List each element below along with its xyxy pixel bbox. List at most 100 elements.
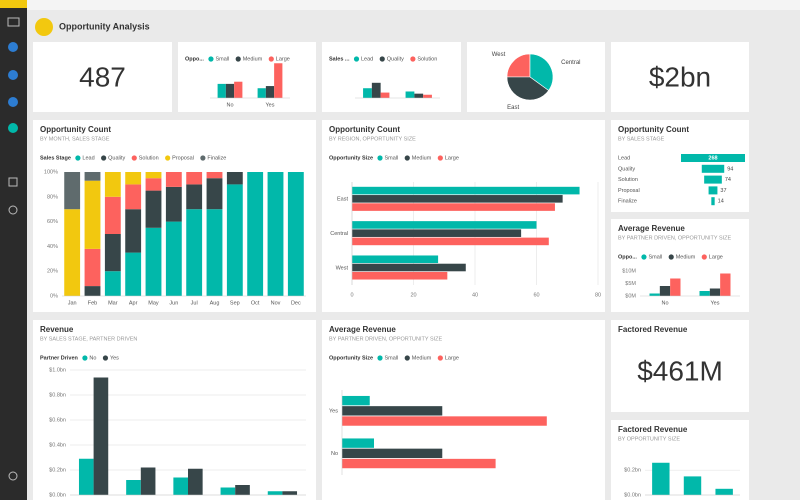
funnel-bar xyxy=(708,186,718,195)
bar-segment xyxy=(84,286,101,296)
tile[interactable] xyxy=(33,320,316,500)
bar xyxy=(352,263,466,272)
bar xyxy=(235,485,250,495)
y-tick-label: $0.4bn xyxy=(49,442,66,448)
nav-icon[interactable] xyxy=(8,205,18,215)
nav-workspace[interactable] xyxy=(8,70,18,80)
bar xyxy=(352,195,563,203)
nav-user[interactable] xyxy=(8,471,18,481)
bar-segment xyxy=(206,209,223,296)
sidebar xyxy=(0,0,27,500)
tile-title: Average Revenue xyxy=(329,325,396,334)
y-tick-label: $0.2bn xyxy=(49,467,66,473)
tile[interactable] xyxy=(611,320,749,412)
legend-label[interactable]: Small xyxy=(385,155,399,161)
bar-segment xyxy=(287,172,304,296)
tile[interactable] xyxy=(178,42,316,112)
tile[interactable] xyxy=(611,42,749,112)
bar xyxy=(670,278,681,296)
bar-segment xyxy=(206,178,223,210)
y-tick-label: West xyxy=(336,265,349,271)
legend-swatch xyxy=(377,155,383,161)
legend-swatch xyxy=(404,155,410,161)
nav-workspace[interactable] xyxy=(8,123,18,133)
bar-segment xyxy=(145,227,162,296)
y-tick-label: 80% xyxy=(47,194,58,200)
tile[interactable] xyxy=(611,420,749,500)
legend-label[interactable]: Finalize xyxy=(207,155,226,161)
legend-swatch xyxy=(101,155,107,161)
bar xyxy=(234,81,243,98)
legend-label[interactable]: Large xyxy=(709,254,723,260)
tile[interactable] xyxy=(611,120,749,212)
bar-segment xyxy=(247,172,264,296)
bar-segment xyxy=(186,184,203,210)
bar-segment xyxy=(145,178,162,191)
legend-label[interactable]: Solution xyxy=(139,155,159,161)
nav-icon[interactable] xyxy=(8,177,18,187)
bar xyxy=(173,477,188,495)
legend-label[interactable]: Quality xyxy=(108,155,125,161)
legend-swatch xyxy=(353,56,360,62)
bar-segment xyxy=(186,172,203,185)
legend-swatch xyxy=(200,155,206,161)
bar-segment xyxy=(64,172,81,210)
legend-label[interactable]: Large xyxy=(445,155,459,161)
legend-label[interactable]: Medium xyxy=(412,355,432,361)
legend-label[interactable]: Proposal xyxy=(172,155,194,161)
pie-slice xyxy=(506,76,550,101)
tile[interactable] xyxy=(33,42,172,112)
legend-label[interactable]: Large xyxy=(445,355,459,361)
top-bar xyxy=(0,0,800,10)
y-tick-label: $0.6bn xyxy=(49,417,66,423)
legend-label[interactable]: Medium xyxy=(676,254,696,260)
y-tick-label: Central xyxy=(330,231,348,237)
x-tick-label: 40 xyxy=(472,292,478,298)
tile-subtitle: BY REGION, OPPORTUNITY SIZE xyxy=(329,136,416,142)
legend-title: Opportunity Size xyxy=(329,355,373,361)
funnel-bar xyxy=(701,164,725,173)
tile-title: Factored Revenue xyxy=(618,325,688,334)
nav-workspace[interactable] xyxy=(8,97,18,107)
legend-label[interactable]: Lead xyxy=(361,56,373,62)
tile[interactable] xyxy=(611,219,749,312)
app-logo[interactable] xyxy=(0,0,27,8)
data-label: 268 xyxy=(708,155,717,161)
legend-label[interactable]: Quality xyxy=(387,56,404,62)
tile[interactable] xyxy=(322,42,461,112)
nav-icon[interactable] xyxy=(7,17,20,27)
legend-swatch xyxy=(668,254,674,260)
bar xyxy=(352,229,522,237)
bar-segment xyxy=(186,209,203,296)
y-tick-label: $0.0bn xyxy=(624,492,641,498)
bar-segment xyxy=(125,172,142,185)
dashboard-icon xyxy=(35,18,53,36)
legend-label[interactable]: Small xyxy=(215,56,229,62)
y-tick-label: Yes xyxy=(329,409,338,415)
tile-title: Factored Revenue xyxy=(618,425,688,434)
x-tick-label: No xyxy=(226,102,233,108)
legend-label[interactable]: Large xyxy=(276,56,290,62)
x-tick-label: Oct xyxy=(251,300,260,306)
x-tick-label: 0 xyxy=(350,292,353,298)
data-label: 14 xyxy=(718,199,724,205)
y-tick-label: $5M xyxy=(625,281,636,287)
legend-label[interactable]: Yes xyxy=(110,355,119,361)
x-tick-label: Feb xyxy=(88,300,97,306)
legend-label[interactable]: Medium xyxy=(412,155,432,161)
tile-subtitle: BY SALES STAGE, PARTNER DRIVEN xyxy=(40,336,137,342)
x-tick-label: 20 xyxy=(410,292,416,298)
legend-label[interactable]: Solution xyxy=(417,56,437,62)
nav-workspace[interactable] xyxy=(8,42,18,52)
bar xyxy=(274,63,283,98)
legend-swatch xyxy=(379,56,385,62)
legend-label[interactable]: Small xyxy=(648,254,662,260)
bar xyxy=(140,467,156,495)
y-tick-label: $0M xyxy=(625,293,636,299)
legend-label[interactable]: No xyxy=(89,355,96,361)
legend-label[interactable]: Small xyxy=(385,355,399,361)
tile[interactable] xyxy=(322,120,605,312)
legend-label[interactable]: Medium xyxy=(243,56,263,62)
y-tick-label: 100% xyxy=(44,169,58,175)
legend-label[interactable]: Lead xyxy=(82,155,94,161)
